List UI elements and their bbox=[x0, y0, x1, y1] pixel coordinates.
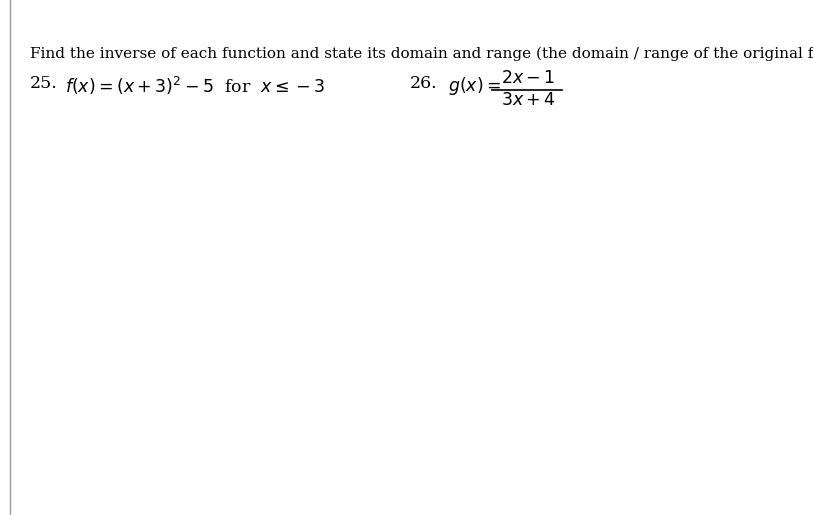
Text: $g(x) =$: $g(x) =$ bbox=[448, 75, 501, 97]
Text: $2x - 1$: $2x - 1$ bbox=[501, 70, 555, 87]
Text: $f(x) = (x + 3)^2 - 5$  for  $x \leq -3$: $f(x) = (x + 3)^2 - 5$ for $x \leq -3$ bbox=[65, 75, 325, 97]
Text: $3x + 4$: $3x + 4$ bbox=[501, 92, 555, 109]
Text: 25.: 25. bbox=[30, 75, 58, 92]
Text: 26.: 26. bbox=[410, 75, 437, 92]
Text: Find the inverse of each function and state its domain and range (the domain / r: Find the inverse of each function and st… bbox=[30, 47, 813, 61]
